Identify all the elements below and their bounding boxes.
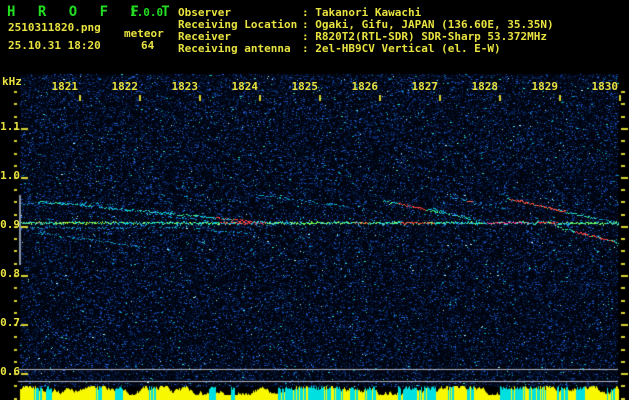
time-tick-label: 1826 bbox=[351, 80, 379, 93]
freq-tick-label: 1.0 bbox=[0, 169, 20, 182]
time-tick-label: 1829 bbox=[531, 80, 559, 93]
freq-tick-label: 1.1 bbox=[0, 120, 20, 133]
info-label: Receiving Location bbox=[178, 18, 298, 31]
info-label: Receiving antenna bbox=[178, 42, 291, 55]
app-version: 1.0.0 bbox=[130, 6, 164, 19]
info-label: Observer bbox=[178, 6, 231, 19]
time-tick-label: 1823 bbox=[171, 80, 199, 93]
info-value: : Ogaki, Gifu, JAPAN (136.60E, 35.35N) bbox=[302, 18, 554, 31]
sample-count: 64 bbox=[141, 39, 155, 52]
info-value: : Takanori Kawachi bbox=[302, 6, 422, 19]
freq-tick-label: 0.8 bbox=[0, 267, 20, 280]
info-row-receiver: Receiver : R820T2(RTL-SDR) SDR-Sharp 53.… bbox=[178, 31, 554, 43]
info-row-location: Receiving Location : Ogaki, Gifu, JAPAN … bbox=[178, 19, 554, 31]
info-row-antenna: Receiving antenna : 2el-HB9CV Vertical (… bbox=[178, 43, 554, 55]
time-tick-label: 1822 bbox=[111, 80, 139, 93]
info-value: : R820T2(RTL-SDR) SDR-Sharp 53.372MHz bbox=[302, 30, 548, 43]
mode-label: meteor bbox=[124, 27, 164, 40]
info-value: : 2el-HB9CV Vertical (el. E-W) bbox=[302, 42, 501, 55]
info-label: Receiver bbox=[178, 30, 231, 43]
time-tick-label: 1821 bbox=[51, 80, 79, 93]
freq-tick-label: 0.9 bbox=[0, 218, 20, 231]
time-tick-label: 1828 bbox=[471, 80, 499, 93]
time-tick-label: 1827 bbox=[411, 80, 439, 93]
app-title: H R O F F T bbox=[7, 4, 177, 20]
info-row-observer: Observer : Takanori Kawachi bbox=[178, 7, 554, 19]
freq-axis-unit: kHz bbox=[2, 75, 22, 88]
freq-tick-label: 0.6 bbox=[0, 365, 20, 378]
time-tick-label: 1825 bbox=[291, 80, 319, 93]
time-tick-label: 1824 bbox=[231, 80, 259, 93]
time-tick-label: 1830 bbox=[591, 80, 619, 93]
output-filename: 2510311820.png bbox=[8, 21, 101, 34]
observer-info-block: Observer : Takanori Kawachi Receiving Lo… bbox=[178, 7, 554, 55]
datetime-label: 25.10.31 18:20 bbox=[8, 39, 101, 52]
freq-tick-label: 0.7 bbox=[0, 316, 20, 329]
